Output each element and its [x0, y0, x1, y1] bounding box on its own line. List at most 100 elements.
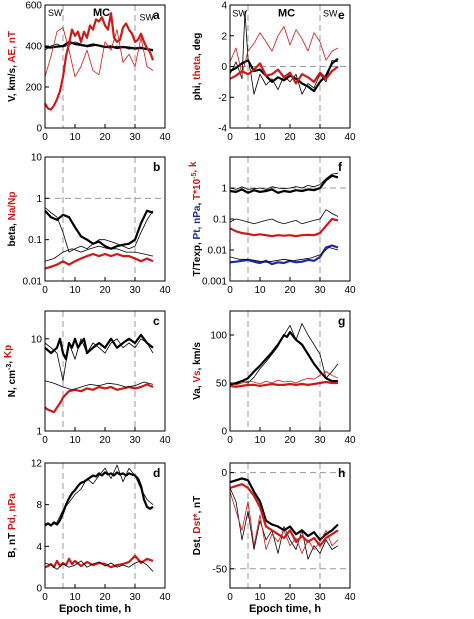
series-line [229, 172, 339, 190]
y-tick-label: 0 [221, 427, 227, 438]
y-tick-label: 600 [25, 1, 42, 12]
x-tick-label: 20 [99, 132, 111, 143]
x-tick-label: 20 [284, 285, 296, 296]
y-axis-label: N, cm-3, Kp [3, 345, 18, 397]
y-tick-label: 0 [36, 584, 42, 595]
y-axis-label: beta, Na/Np [7, 191, 18, 246]
region-annotation: SW [48, 8, 63, 18]
y-tick-label: 0 [221, 62, 227, 73]
x-tick-label: 40 [159, 132, 171, 143]
y-tick-label: 50 [216, 379, 228, 390]
x-tick-label: 30 [129, 285, 141, 296]
y-axis-label-part: , k [188, 161, 199, 173]
series-line [44, 12, 155, 111]
series-line [44, 40, 154, 52]
y-axis-label: Dst, Dst*, nT [192, 496, 203, 555]
y-axis-label: V, km/s, AE, nT [7, 31, 18, 102]
y-axis-label-part: beta, [7, 220, 18, 246]
x-tick-label: 20 [284, 592, 296, 603]
region-annotation: SW [323, 9, 338, 19]
panel-c: 1 10 0 10 20 30 40 c N, cm-3, Kp [3, 310, 171, 446]
x-tick-label: 0 [42, 132, 48, 143]
y-tick-label: 0 [36, 124, 42, 135]
x-tick-label: 10 [254, 435, 266, 446]
x-tick-label: 30 [129, 592, 141, 603]
panel-letter: d [153, 466, 160, 480]
y-tick-label: 0.01 [208, 246, 228, 257]
series-line [44, 207, 154, 253]
y-tick-label: 400 [25, 42, 42, 53]
x-tick-label: 40 [344, 592, 356, 603]
region-annotation: MC [278, 8, 295, 20]
y-axis-label-part: Kp [3, 345, 14, 358]
x-tick-label: 40 [344, 435, 356, 446]
y-axis-label: Va, Vs, km/s [192, 342, 203, 400]
series-line [44, 41, 154, 52]
y-tick-label: 100 [210, 331, 227, 342]
x-tick-label: 30 [314, 132, 326, 143]
y-axis-label-part: Pt, nPa [192, 205, 203, 239]
series-line [229, 10, 339, 95]
x-tick-label: 10 [254, 285, 266, 296]
series-line [229, 491, 339, 554]
series-line [229, 247, 339, 263]
region-annotation: SW [140, 12, 155, 22]
x-tick-label: 0 [42, 435, 48, 446]
y-axis-label-part: N, cm [7, 370, 18, 397]
y-axis-label-part: Dst* [192, 513, 203, 533]
y-tick-label: 1 [36, 194, 42, 205]
x-axis-label-right: Epoch time, h [249, 603, 321, 615]
panel-letter: a [153, 8, 160, 22]
x-tick-label: 10 [69, 132, 81, 143]
x-tick-label: 20 [284, 435, 296, 446]
y-axis-label-part: T/Texp, [192, 239, 203, 276]
series-line [229, 26, 339, 75]
x-tick-label: 0 [227, 285, 233, 296]
y-axis-label-part: Va, [192, 383, 203, 400]
series-line [44, 333, 154, 361]
panel-letter: h [338, 466, 345, 480]
y-tick-label: 10 [31, 334, 43, 345]
panel-letter: e [338, 8, 345, 22]
series-line [229, 371, 339, 386]
y-axis-label-part: , [192, 200, 203, 206]
y-tick-label: 10 [31, 153, 43, 164]
series-line [229, 483, 339, 547]
x-tick-label: 40 [344, 132, 356, 143]
x-tick-label: 40 [159, 285, 171, 296]
y-tick-label: -2 [218, 93, 227, 104]
series-line [44, 209, 154, 250]
series-line [44, 338, 154, 382]
x-tick-label: 10 [69, 285, 81, 296]
series-line [229, 487, 339, 560]
xlabel-layer: Epoch time, h Epoch time, h [59, 603, 321, 615]
y-tick-label: 0.001 [202, 277, 227, 288]
series-line [229, 174, 339, 194]
series-line [44, 245, 154, 262]
y-axis-label-part: phi, [192, 80, 203, 101]
series-line [44, 464, 154, 526]
y-axis-label-part: , deg [192, 33, 203, 56]
panel-d: 0 4 8 12 0 10 20 30 40 d B, nT Pd, nPa [7, 459, 171, 604]
panel-letter: g [338, 314, 345, 328]
series-line [229, 217, 339, 238]
x-tick-label: 30 [314, 435, 326, 446]
x-tick-label: 40 [159, 592, 171, 603]
y-axis-label-part: Na/Np [7, 191, 18, 220]
series-line [229, 331, 338, 386]
panel-b: 0.01 0.1 1 10 0 10 20 30 40 b beta, Na/Np [7, 153, 171, 297]
y-axis-label: B, nT Pd, nPa [7, 493, 18, 558]
y-tick-label: 0.1 [213, 215, 227, 226]
y-tick-label: 0.01 [23, 277, 43, 288]
panel-h: -50 0 0 10 20 30 40 h Dst, Dst*, nT [192, 462, 356, 603]
y-axis-label: phi, theta, deg [192, 33, 203, 101]
y-axis-label-part: V, km/s, [7, 63, 18, 102]
y-axis-label-part: , [3, 358, 14, 364]
y-axis-label-part: B, nT [7, 530, 18, 558]
x-tick-label: 30 [314, 285, 326, 296]
region-annotation: MC [93, 7, 110, 19]
